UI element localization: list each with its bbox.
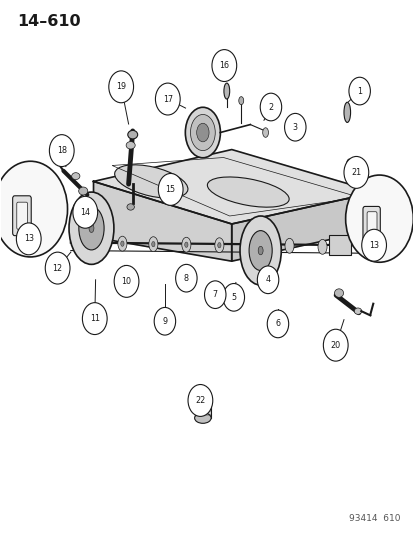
Text: 93414  610: 93414 610 — [349, 514, 400, 523]
Ellipse shape — [343, 102, 350, 123]
Text: 13: 13 — [24, 235, 34, 244]
Circle shape — [188, 384, 212, 416]
Text: 10: 10 — [121, 277, 131, 286]
Ellipse shape — [126, 142, 135, 149]
Text: 8: 8 — [183, 273, 188, 282]
Ellipse shape — [284, 238, 293, 253]
Ellipse shape — [258, 246, 263, 255]
Circle shape — [154, 308, 175, 335]
Circle shape — [158, 173, 183, 205]
FancyBboxPatch shape — [13, 196, 31, 236]
Text: 7: 7 — [212, 290, 217, 299]
Circle shape — [284, 114, 305, 141]
Circle shape — [257, 266, 278, 294]
Ellipse shape — [185, 107, 220, 158]
Ellipse shape — [114, 165, 188, 198]
Text: 5: 5 — [231, 293, 236, 302]
Ellipse shape — [217, 243, 221, 248]
Ellipse shape — [334, 289, 343, 297]
Text: 18: 18 — [57, 146, 66, 155]
Text: 16: 16 — [219, 61, 229, 70]
Ellipse shape — [78, 187, 88, 195]
Ellipse shape — [196, 123, 209, 142]
Ellipse shape — [262, 128, 268, 138]
Text: 22: 22 — [195, 396, 205, 405]
Ellipse shape — [78, 206, 104, 250]
Ellipse shape — [194, 394, 211, 405]
Ellipse shape — [207, 177, 288, 207]
Ellipse shape — [194, 413, 211, 423]
FancyBboxPatch shape — [17, 202, 27, 229]
Polygon shape — [93, 181, 231, 261]
Ellipse shape — [69, 192, 114, 264]
Circle shape — [348, 77, 370, 105]
Circle shape — [204, 281, 225, 309]
Ellipse shape — [317, 239, 326, 254]
Text: 20: 20 — [330, 341, 340, 350]
Circle shape — [267, 310, 288, 338]
Circle shape — [323, 329, 347, 361]
Text: 3: 3 — [292, 123, 297, 132]
Text: 14–610: 14–610 — [17, 14, 81, 29]
Ellipse shape — [71, 173, 80, 180]
Ellipse shape — [127, 204, 134, 210]
Circle shape — [73, 196, 97, 228]
Ellipse shape — [181, 237, 190, 252]
Ellipse shape — [214, 238, 223, 253]
Text: 14: 14 — [80, 208, 90, 217]
Text: 9: 9 — [162, 317, 167, 326]
Circle shape — [45, 252, 70, 284]
Text: 17: 17 — [162, 94, 173, 103]
Circle shape — [223, 284, 244, 311]
Circle shape — [361, 229, 386, 261]
Polygon shape — [93, 150, 375, 224]
Circle shape — [155, 83, 180, 115]
Polygon shape — [231, 192, 375, 261]
Text: 6: 6 — [275, 319, 280, 328]
Ellipse shape — [118, 236, 127, 251]
FancyBboxPatch shape — [362, 206, 380, 244]
Ellipse shape — [240, 216, 280, 285]
Text: 2: 2 — [268, 102, 273, 111]
Ellipse shape — [238, 96, 243, 104]
Ellipse shape — [128, 131, 138, 139]
Ellipse shape — [89, 224, 94, 232]
Text: 4: 4 — [265, 275, 270, 284]
Circle shape — [17, 223, 41, 255]
Ellipse shape — [223, 83, 229, 99]
Ellipse shape — [354, 308, 361, 314]
Ellipse shape — [148, 237, 157, 252]
Text: 11: 11 — [90, 314, 100, 323]
Text: 1: 1 — [356, 86, 361, 95]
Ellipse shape — [190, 115, 215, 151]
Ellipse shape — [249, 231, 271, 270]
Circle shape — [109, 71, 133, 103]
Circle shape — [260, 93, 281, 121]
Polygon shape — [194, 400, 211, 418]
Circle shape — [0, 161, 67, 257]
Text: 12: 12 — [52, 264, 62, 272]
Circle shape — [343, 157, 368, 188]
Ellipse shape — [121, 241, 124, 246]
Text: 21: 21 — [351, 168, 361, 177]
Text: 15: 15 — [165, 185, 176, 194]
Circle shape — [82, 303, 107, 335]
Text: 13: 13 — [368, 241, 378, 250]
Ellipse shape — [184, 242, 188, 247]
Ellipse shape — [346, 159, 351, 169]
Text: 19: 19 — [116, 82, 126, 91]
Ellipse shape — [50, 152, 56, 158]
Ellipse shape — [151, 241, 154, 247]
FancyBboxPatch shape — [328, 235, 351, 255]
Circle shape — [211, 50, 236, 82]
Circle shape — [49, 135, 74, 166]
Circle shape — [345, 175, 412, 262]
FancyBboxPatch shape — [366, 212, 376, 237]
Circle shape — [175, 264, 197, 292]
Circle shape — [114, 265, 139, 297]
